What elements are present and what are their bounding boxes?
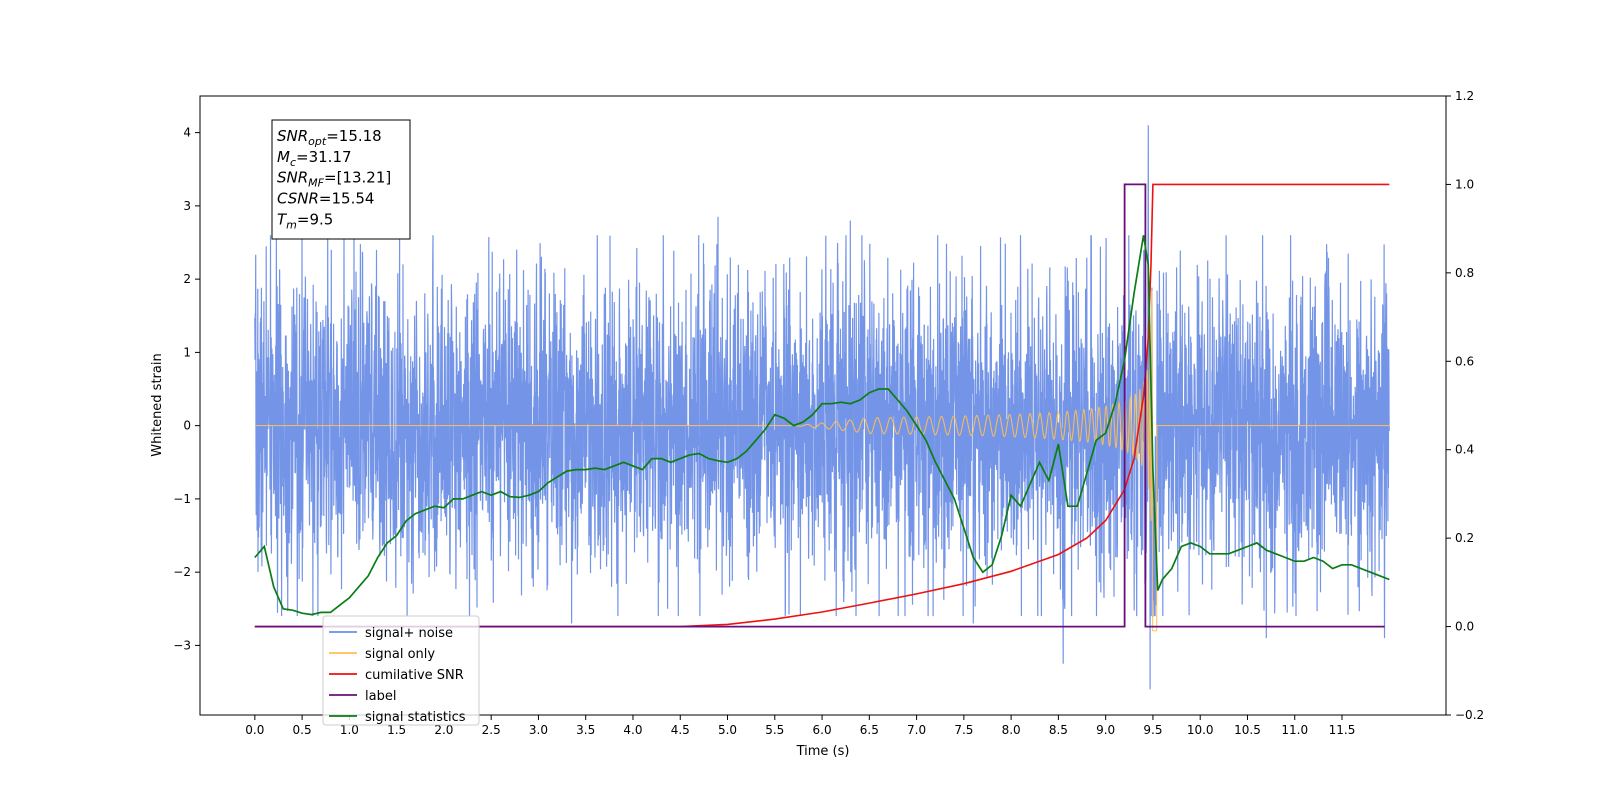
x-tick-label: 1.5 <box>387 723 406 737</box>
annotation-value: =9.5 <box>297 210 333 228</box>
x-tick-label: 2.5 <box>482 723 501 737</box>
y-tick-label: −3 <box>173 638 191 652</box>
x-tick-label: 1.0 <box>340 723 359 737</box>
annotation-subscript: opt <box>308 135 327 148</box>
legend: signal+ noise signal only cumilative SNR la… <box>322 615 480 726</box>
y-tick-label: 0 <box>183 419 191 433</box>
annotation-box-frame <box>271 119 411 240</box>
y-tick-label: 4 <box>183 126 191 140</box>
x-tick-label: 0.5 <box>293 723 312 737</box>
annotation-value: =15.18 <box>326 127 382 145</box>
annotation-line: SNRMF=[13.21] <box>277 169 391 190</box>
x-tick-label: 9.0 <box>1096 723 1115 737</box>
legend-label: signal statistics <box>365 710 466 725</box>
legend-label: signal+ noise <box>365 626 453 641</box>
annotation-symbol: CSNR <box>277 190 319 208</box>
y2-tick-label: 1.2 <box>1455 89 1474 103</box>
annotation-line: CSNR=15.54 <box>277 190 374 208</box>
x-tick-label: 5.0 <box>718 723 737 737</box>
y-tick-label: 3 <box>183 199 191 213</box>
annotation-symbol: SNR <box>277 169 308 187</box>
y-tick-label: −1 <box>173 492 191 506</box>
series-layer <box>254 125 1390 690</box>
y-tick-label: −2 <box>173 565 191 579</box>
y2-tick-label: 0.8 <box>1455 266 1474 280</box>
x-tick-label: 2.0 <box>434 723 453 737</box>
right-y-axis: −0.2 0.0 0.2 0.4 0.6 0.8 1.0 1.2 <box>1446 89 1484 722</box>
left-y-axis: −3 −2 −1 0 1 2 3 4 <box>173 126 200 652</box>
annotation-subscript: MF <box>308 177 324 190</box>
y2-tick-label: −0.2 <box>1455 708 1484 722</box>
y-tick-label: 2 <box>183 272 191 286</box>
x-tick-label: 7.0 <box>907 723 926 737</box>
x-tick-label: 11.5 <box>1329 723 1356 737</box>
plot-frame <box>199 95 1447 716</box>
y2-tick-label: 1.0 <box>1455 177 1474 191</box>
x-tick-label: 10.5 <box>1234 723 1261 737</box>
x-tick-label: 7.5 <box>954 723 973 737</box>
y2-tick-label: 0.0 <box>1455 620 1474 634</box>
x-tick-label: 5.5 <box>765 723 784 737</box>
y-tick-label: 1 <box>183 345 191 359</box>
x-axis-label: Time (s) <box>796 744 850 759</box>
x-tick-label: 8.0 <box>1002 723 1021 737</box>
annotation-line: Mc=31.17 <box>277 148 352 169</box>
x-tick-label: 6.0 <box>813 723 832 737</box>
series-signal-statistics-line <box>254 235 1390 616</box>
x-tick-label: 4.0 <box>623 723 642 737</box>
stats-annotation-box: SNRopt=15.18Mc=31.17SNRMF=[13.21]CSNR=15… <box>271 119 411 240</box>
legend-frame <box>322 615 480 726</box>
x-tick-label: 3.5 <box>576 723 595 737</box>
x-tick-label: 6.5 <box>860 723 879 737</box>
annotation-symbol: SNR <box>277 127 308 145</box>
y2-tick-label: 0.6 <box>1455 354 1474 368</box>
x-axis: 0.0 0.5 1.0 1.5 2.0 2.5 3.0 3.5 4.0 4.5 5.0 5.5 6.0 6… <box>245 715 1355 737</box>
y2-tick-label: 0.4 <box>1455 443 1474 457</box>
annotation-symbol: T <box>277 210 288 228</box>
legend-label: cumilative SNR <box>365 668 464 683</box>
series-signal-only-line <box>254 290 1390 632</box>
y-axis-label: Whitened strain <box>150 353 165 456</box>
y2-tick-label: 0.2 <box>1455 531 1474 545</box>
series-cumulative-snr-line <box>254 183 1390 628</box>
annotation-value: =31.17 <box>296 148 352 166</box>
series-label-line <box>254 183 1385 628</box>
x-tick-label: 0.0 <box>245 723 264 737</box>
legend-label: label <box>365 689 396 704</box>
annotation-value: =15.54 <box>319 190 375 208</box>
annotation-subscript: m <box>286 218 297 231</box>
annotation-symbol: M <box>277 148 290 166</box>
x-tick-label: 8.5 <box>1049 723 1068 737</box>
x-tick-label: 11.0 <box>1281 723 1308 737</box>
x-tick-label: 9.5 <box>1143 723 1162 737</box>
x-tick-label: 3.0 <box>529 723 548 737</box>
series-signal-noise-line <box>254 125 1390 690</box>
annotation-line: SNRopt=15.18 <box>277 127 382 148</box>
x-tick-label: 10.0 <box>1187 723 1214 737</box>
annotation-value: =[13.21] <box>324 169 391 187</box>
annotation-subscript: c <box>290 156 296 169</box>
annotation-line: Tm=9.5 <box>277 210 333 231</box>
x-tick-label: 4.5 <box>671 723 690 737</box>
legend-label: signal only <box>365 647 435 662</box>
